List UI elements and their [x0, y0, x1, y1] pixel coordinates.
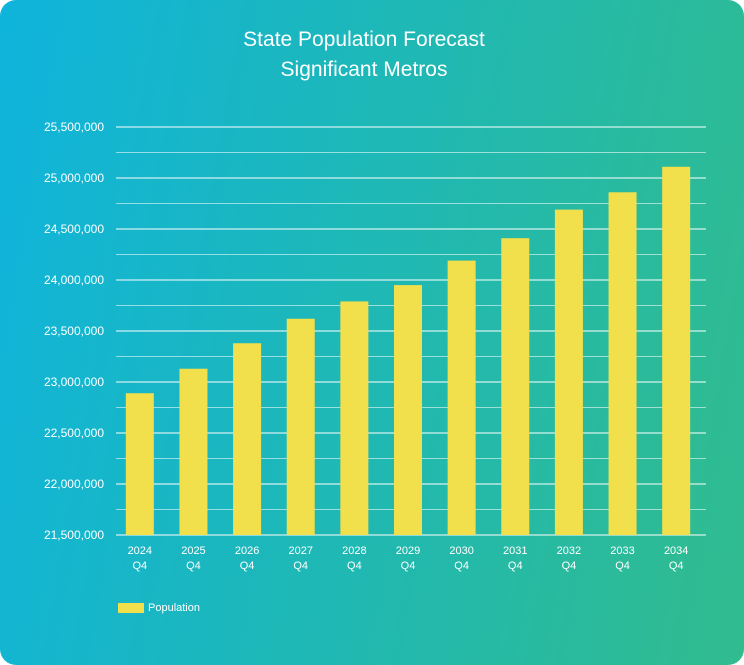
bar [501, 238, 530, 535]
y-tick-label: 22,000,000 [44, 477, 104, 491]
y-tick-label: 25,500,000 [44, 120, 104, 134]
x-tick-label-quarter: Q4 [132, 560, 147, 572]
x-tick-label-year: 2026 [235, 545, 259, 557]
x-tick-label-quarter: Q4 [508, 560, 523, 572]
chart-title: State Population Forecast [243, 28, 485, 51]
y-tick-label: 22,500,000 [44, 426, 104, 440]
x-tick-label-quarter: Q4 [186, 560, 201, 572]
x-tick-label-year: 2027 [288, 545, 312, 557]
y-tick-label: 25,000,000 [44, 171, 104, 185]
x-tick-label-year: 2033 [610, 545, 634, 557]
y-tick-label: 23,500,000 [44, 324, 104, 338]
x-tick-label-year: 2029 [396, 545, 420, 557]
y-tick-label: 24,000,000 [44, 273, 104, 287]
y-tick-label: 23,000,000 [44, 375, 104, 389]
x-tick-label-quarter: Q4 [454, 560, 469, 572]
bar [394, 285, 422, 535]
x-tick-label-year: 2031 [503, 545, 527, 557]
x-tick-label-quarter: Q4 [615, 560, 630, 572]
bar [608, 192, 637, 535]
x-tick-label-quarter: Q4 [401, 560, 416, 572]
x-tick-label-year: 2024 [128, 545, 152, 557]
bar [554, 209, 583, 535]
legend-swatch-population [118, 603, 144, 613]
chart-subtitle: Significant Metros [280, 58, 448, 81]
x-tick-label-quarter: Q4 [293, 560, 308, 572]
bar [233, 343, 262, 535]
x-tick-label-year: 2030 [449, 545, 473, 557]
bar [340, 301, 369, 535]
bar [662, 166, 691, 535]
x-tick-label-year: 2028 [342, 545, 366, 557]
x-tick-label-year: 2025 [181, 545, 205, 557]
x-tick-label-year: 2034 [664, 545, 688, 557]
y-tick-label: 21,500,000 [44, 528, 104, 542]
legend-label-population: Population [148, 602, 200, 614]
bar [179, 368, 208, 535]
x-tick-label-year: 2032 [557, 545, 581, 557]
x-tick-label-quarter: Q4 [240, 560, 255, 572]
x-tick-label-quarter: Q4 [562, 560, 577, 572]
x-tick-label-quarter: Q4 [669, 560, 684, 572]
bar [447, 260, 476, 535]
bar [125, 393, 154, 535]
x-tick-label-quarter: Q4 [347, 560, 362, 572]
bar [286, 318, 315, 535]
y-tick-label: 24,500,000 [44, 222, 104, 236]
legend[interactable]: Population [118, 600, 200, 616]
